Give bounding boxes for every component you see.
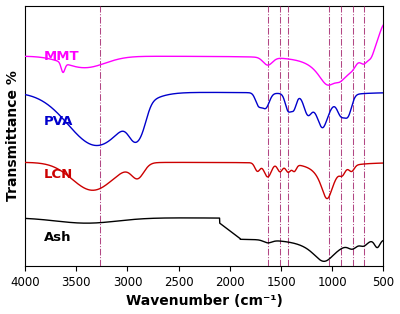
Text: PVA: PVA xyxy=(44,115,73,128)
X-axis label: Wavenumber (cm⁻¹): Wavenumber (cm⁻¹) xyxy=(126,295,283,308)
Y-axis label: Transmittance %: Transmittance % xyxy=(6,70,20,201)
Text: Ash: Ash xyxy=(44,231,71,244)
Text: LCN: LCN xyxy=(44,168,73,181)
Text: MMT: MMT xyxy=(44,50,79,63)
